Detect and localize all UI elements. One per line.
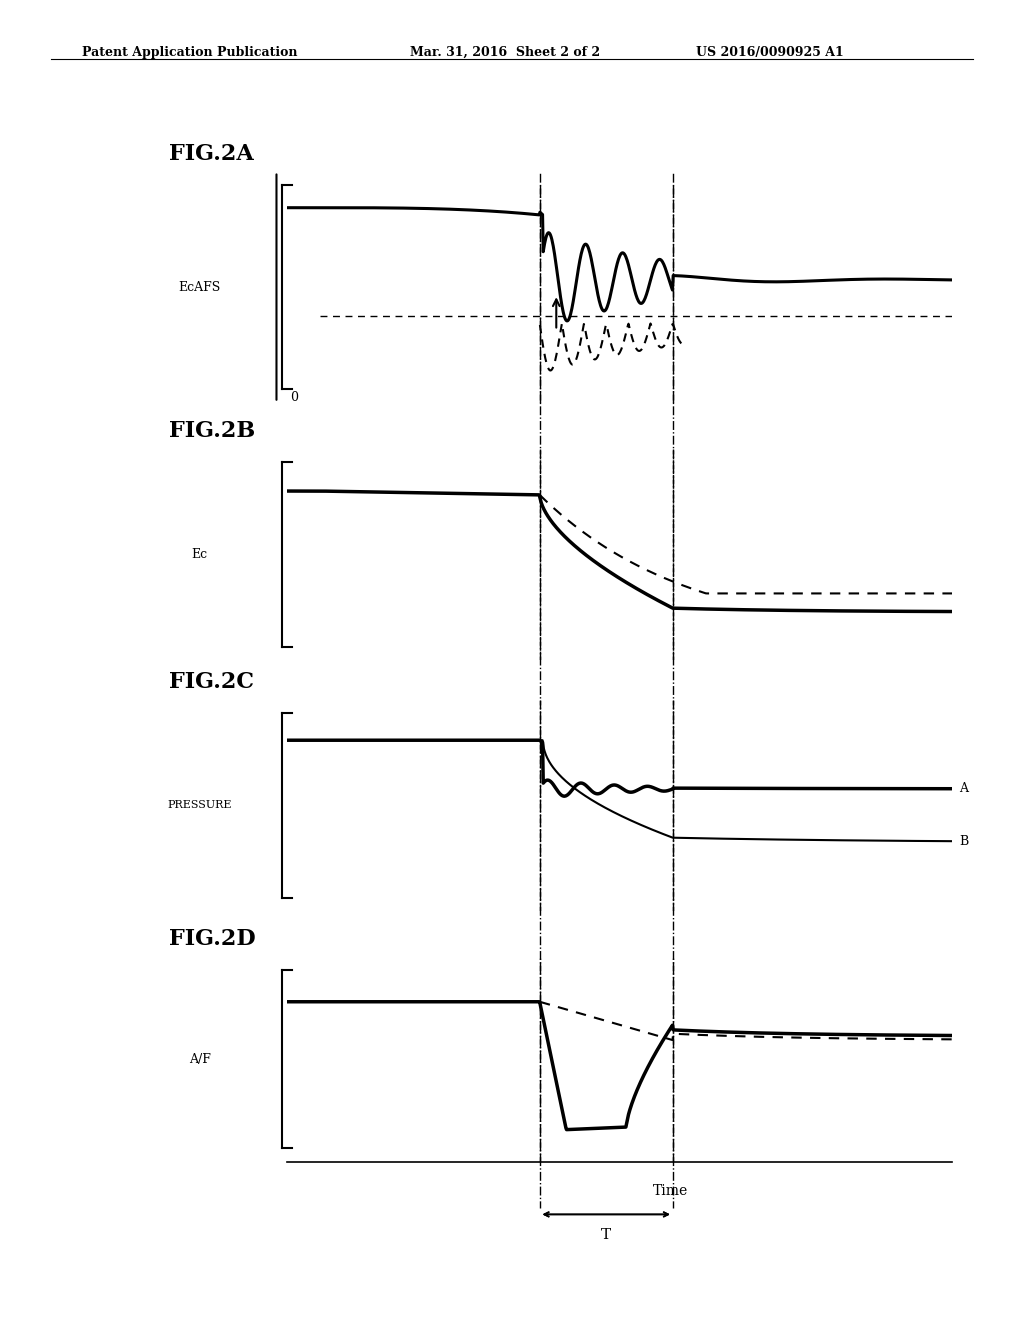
Text: EcAFS: EcAFS xyxy=(178,281,221,293)
Text: PRESSURE: PRESSURE xyxy=(168,800,231,810)
Text: T: T xyxy=(601,1228,611,1242)
Text: US 2016/0090925 A1: US 2016/0090925 A1 xyxy=(696,46,844,59)
Text: Time: Time xyxy=(653,1184,688,1197)
Text: Patent Application Publication: Patent Application Publication xyxy=(82,46,297,59)
Text: FIG.2D: FIG.2D xyxy=(169,928,256,950)
Text: Ec: Ec xyxy=(191,548,208,561)
Text: FIG.2A: FIG.2A xyxy=(169,143,254,165)
Text: Mar. 31, 2016  Sheet 2 of 2: Mar. 31, 2016 Sheet 2 of 2 xyxy=(410,46,600,59)
Text: 0: 0 xyxy=(290,392,298,404)
Text: FIG.2B: FIG.2B xyxy=(169,420,255,442)
Text: B: B xyxy=(959,834,969,847)
Text: A/F: A/F xyxy=(188,1053,211,1065)
Text: FIG.2C: FIG.2C xyxy=(169,671,254,693)
Text: A: A xyxy=(959,783,968,795)
